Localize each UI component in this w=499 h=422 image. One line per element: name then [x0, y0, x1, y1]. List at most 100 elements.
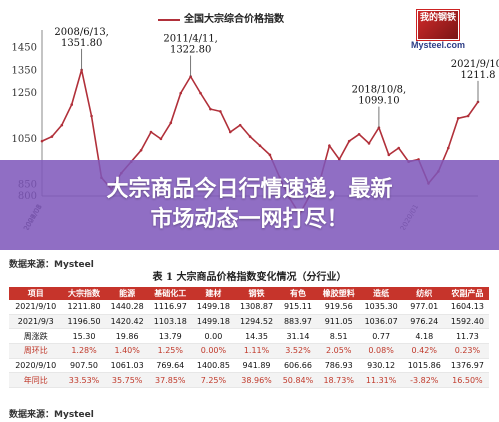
data-point — [258, 144, 262, 148]
data-point — [90, 114, 93, 118]
y-tick-label: 1050 — [12, 134, 37, 145]
table-cell: 1.40% — [105, 343, 149, 359]
table-cell: 1440.28 — [105, 300, 149, 315]
legend-line-swatch — [158, 18, 180, 21]
table-cell: 0.77 — [359, 328, 403, 345]
table-header-cell: 能源 — [105, 287, 149, 300]
table-cell: 13.79 — [148, 328, 192, 345]
table-header-cell: 项目 — [9, 287, 63, 300]
table-header-cell: 造纸 — [359, 287, 403, 300]
table-cell: 1036.07 — [359, 314, 403, 330]
data-point — [219, 110, 222, 113]
table-header-cell: 大宗指数 — [62, 287, 106, 300]
banner-line-1: 大宗商品今日行情速递，最新 — [106, 177, 393, 202]
data-point — [248, 135, 252, 138]
table-cell: 1604.13 — [445, 300, 489, 315]
table-cell: 1294.52 — [234, 314, 279, 330]
table-row: 2020/9/10 907.50 1061.03 769.64 1400.85 941.8… — [9, 358, 489, 374]
data-point — [228, 130, 232, 134]
data-point — [209, 107, 212, 111]
table-cell: 1.25% — [148, 343, 192, 359]
table-row: 2021/9/3 1196.50 1420.42 1103.18 1499.18 1294… — [9, 314, 489, 330]
table-cell: 977.01 — [402, 300, 446, 315]
annotation-label: 1211.8 — [461, 70, 496, 81]
table-cell: 3.52% — [278, 343, 318, 359]
table-cell: 7.25% — [191, 372, 235, 389]
table-header-cell: 建材 — [191, 287, 235, 300]
table-cell: 883.97 — [278, 314, 318, 330]
table-cell: 4.18 — [402, 328, 446, 345]
data-point — [199, 91, 202, 95]
table-cell: 2021/9/10 — [9, 300, 63, 315]
data-point — [149, 130, 153, 134]
table-cell: 1499.18 — [191, 314, 235, 330]
mysteel-logo-mark: 我的钢铁 — [417, 10, 459, 40]
data-point — [466, 114, 470, 118]
table-cell: 0.42% — [402, 343, 446, 359]
table-cell: -3.82% — [402, 372, 446, 389]
table-title: 表 1 大宗商品价格指数变化情况（分行业） — [152, 272, 347, 283]
table-cell: 0.00 — [191, 328, 235, 345]
table-cell: 1061.03 — [105, 358, 149, 374]
table-cell: 941.89 — [234, 358, 279, 374]
table-cell: 周涨跌 — [9, 328, 63, 345]
table-header-cell: 橡胶塑料 — [317, 287, 360, 300]
table-cell: 0.08% — [359, 343, 403, 359]
data-point — [139, 148, 143, 152]
table-cell: 37.85% — [148, 372, 192, 389]
table-cell: 1211.80 — [62, 300, 106, 315]
chart-source-note: 数据来源：Mysteel — [9, 260, 94, 270]
table-cell: 50.84% — [278, 372, 318, 389]
annotation-label: 2008/6/13, — [54, 27, 108, 38]
table-cell: 1499.18 — [191, 300, 235, 315]
table-cell: 606.66 — [278, 358, 318, 374]
annotation-label: 1322.80 — [170, 45, 211, 56]
table-source-note: 数据来源：Mysteel — [9, 410, 94, 420]
table-cell: 11.73 — [445, 328, 489, 345]
table-cell: 1420.42 — [105, 314, 149, 330]
banner-line-2: 市场动态一网打尽！ — [150, 207, 349, 232]
annotation-label: 2021/9/10, — [451, 59, 499, 70]
table-cell: 786.93 — [317, 358, 360, 374]
data-point — [357, 132, 361, 136]
data-point — [456, 116, 460, 120]
table-header-cell: 有色 — [278, 287, 318, 300]
data-point — [397, 146, 401, 150]
table-cell: 0.00% — [191, 343, 235, 359]
table-cell: 1400.85 — [191, 358, 235, 374]
annotation-label: 1099.10 — [358, 96, 399, 107]
table-cell: 35.75% — [105, 372, 149, 389]
table-cell: 周环比 — [9, 343, 63, 359]
data-point — [60, 123, 64, 127]
data-point — [70, 103, 74, 106]
data-point — [159, 137, 163, 141]
table-cell: 2.05% — [317, 343, 360, 359]
annotation-label: 1351.80 — [61, 38, 102, 49]
table-cell: 31.14 — [278, 328, 318, 345]
table-cell: 1.11% — [234, 343, 279, 359]
table-cell: 1.28% — [62, 343, 106, 359]
mysteel-logo-text: Mysteel.com — [410, 40, 466, 50]
mysteel-logo: 我的钢铁 Mysteel.com — [407, 5, 469, 50]
chart-legend: 全国大宗综合价格指数 — [158, 10, 284, 25]
annotation-label: 2011/4/11, — [163, 34, 217, 45]
table-cell: 911.05 — [317, 314, 360, 330]
table-cell: 1376.97 — [445, 358, 489, 374]
table-cell: 769.64 — [148, 358, 192, 374]
data-point — [268, 153, 272, 157]
table-header-cell: 基础化工 — [148, 287, 192, 300]
table-cell: 38.96% — [234, 372, 279, 389]
table-cell: 年同比 — [9, 372, 63, 389]
data-point — [40, 139, 44, 143]
table-cell: 1116.97 — [148, 300, 192, 315]
promo-banner: 大宗商品今日行情速递，最新 市场动态一网打尽！ — [0, 160, 499, 250]
table-header-cell: 纺织 — [402, 287, 446, 300]
table-cell: 976.24 — [402, 314, 446, 330]
table-row: 2021/9/10 1211.80 1440.28 1116.97 1499.18 130… — [9, 300, 489, 315]
legend-label: 全国大宗综合价格指数 — [184, 14, 284, 25]
table-cell: 915.11 — [278, 300, 318, 315]
data-point — [238, 123, 242, 127]
table-cell: 11.31% — [359, 372, 403, 389]
table-cell: 1103.18 — [148, 314, 192, 330]
table-header-cell: 钢铁 — [234, 287, 279, 300]
